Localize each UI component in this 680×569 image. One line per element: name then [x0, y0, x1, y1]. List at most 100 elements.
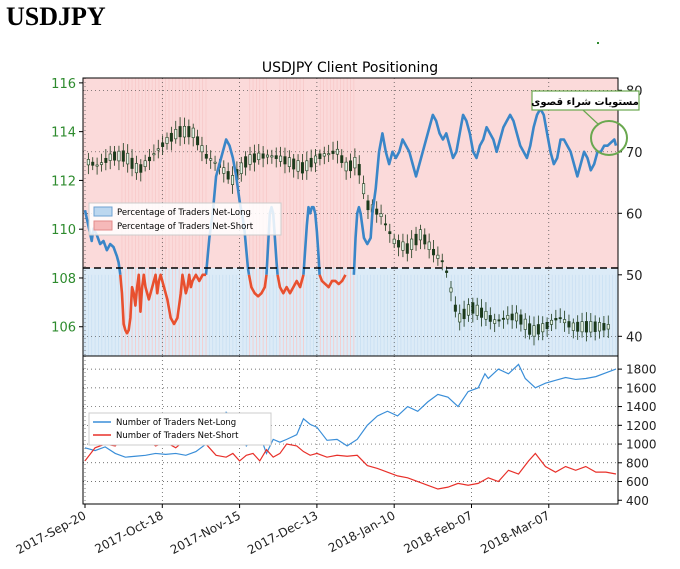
right-axis-tick-label: 50: [626, 269, 643, 284]
candle-body: [174, 129, 178, 140]
series-net-long-line: [83, 209, 122, 275]
candle-body: [104, 157, 108, 163]
candle-body: [375, 208, 379, 215]
candle-body: [449, 287, 453, 293]
candle-body: [357, 164, 361, 176]
candle-body: [300, 162, 304, 174]
series-net-short-line: [247, 274, 268, 298]
candle-body: [143, 160, 147, 167]
legend-bottom: Number of Traders Net-Long Number of Tra…: [88, 412, 272, 446]
candle-body: [471, 302, 475, 314]
candle-body: [156, 148, 160, 151]
right-axis-tick-label: 1800: [626, 363, 657, 377]
candle-body: [515, 312, 519, 322]
candle-body: [392, 238, 396, 244]
candle-body: [545, 322, 549, 330]
series-net-short-line: [276, 274, 305, 295]
legend-label-net-long-count: Number of Traders Net-Long: [116, 418, 236, 428]
candle-body: [584, 321, 588, 333]
right-axis-tick-label: 1400: [626, 400, 657, 414]
candle-body: [121, 150, 125, 162]
legend-label-net-short-count: Number of Traders Net-Short: [116, 431, 239, 441]
x-axis-tick-label: 2017-Nov-15: [168, 508, 243, 557]
candle-body: [558, 317, 562, 320]
candle-body: [314, 155, 318, 164]
candle-body: [519, 314, 523, 325]
candle-body: [274, 155, 278, 159]
right-axis-tick-label: 60: [626, 207, 643, 222]
series-net-long-line: [352, 107, 618, 275]
candle-body: [322, 153, 326, 157]
candle-body: [580, 321, 584, 333]
candle-body: [501, 317, 505, 320]
candle-body: [506, 315, 510, 320]
candle-body: [606, 324, 610, 330]
candle-body: [318, 153, 322, 160]
candle-body: [541, 323, 545, 333]
right-axis-tick-label: 400: [626, 494, 649, 508]
candle-body: [536, 324, 540, 335]
candle-body: [436, 254, 440, 259]
left-axis-tick-label: 106: [51, 321, 76, 336]
candle-body: [532, 325, 536, 337]
candle-body: [528, 323, 532, 335]
candle-body: [440, 260, 444, 263]
candle-body: [270, 155, 274, 158]
candle-body: [130, 157, 134, 169]
right-axis-tick-label: 800: [626, 456, 649, 470]
candle-body: [169, 132, 173, 142]
legend-label-net-long: Percentage of Traders Net-Long: [117, 208, 251, 218]
candle-body: [279, 155, 283, 162]
candle-body: [340, 155, 344, 163]
candle-body: [362, 183, 366, 195]
right-axis-tick-label: 600: [626, 475, 649, 489]
candle-body: [248, 154, 252, 165]
left-axis-tick-label: 116: [51, 77, 76, 92]
candle-body: [126, 152, 130, 165]
candle-body: [458, 313, 462, 323]
callout-box: [531, 90, 640, 111]
candle-body: [593, 321, 597, 332]
candle-body: [222, 167, 226, 174]
candle-body: [576, 321, 580, 332]
candle-body: [261, 153, 265, 159]
candle-body: [86, 159, 90, 166]
candle-body: [554, 317, 558, 321]
candle-body: [331, 150, 335, 154]
candle-body: [244, 156, 248, 168]
decorative-dot: [597, 42, 599, 44]
callout-connector: [582, 109, 599, 125]
candle-body: [445, 270, 449, 273]
left-axis-tick-label: 110: [51, 223, 76, 238]
candle-body: [401, 241, 405, 251]
candle-body: [309, 157, 313, 168]
candle-body: [589, 321, 593, 333]
candle-body: [344, 161, 348, 172]
candle-body: [305, 160, 309, 172]
candle-body: [165, 137, 169, 144]
candle-body: [510, 313, 514, 321]
right-axis-tick-label: 40: [626, 330, 643, 345]
candle-body: [95, 164, 99, 167]
chart-frame: [82, 77, 619, 505]
x-axis-tick-label: 2017-Oct-18: [92, 508, 165, 556]
series-net-long-line: [302, 205, 321, 275]
candle-body: [480, 307, 484, 318]
candle-body: [196, 136, 200, 146]
candle-body: [139, 164, 143, 173]
candle-body: [204, 153, 208, 159]
candle-body: [598, 322, 602, 332]
candle-body: [226, 171, 230, 180]
candle-body: [265, 154, 269, 158]
legend-label-net-short: Percentage of Traders Net-Short: [117, 222, 254, 232]
callout-text: مستويات شراء قصوى: [531, 97, 639, 108]
candle-body: [602, 323, 606, 331]
right-axis-tick-label: 70: [626, 146, 643, 161]
candle-body: [296, 160, 300, 172]
candle-body: [388, 231, 392, 235]
x-axis-tick-label: 2017-Dec-13: [245, 508, 320, 557]
series-net-short-line: [118, 273, 206, 335]
candle-body: [567, 321, 571, 328]
candle-body: [161, 142, 165, 147]
candle-body: [493, 319, 497, 324]
